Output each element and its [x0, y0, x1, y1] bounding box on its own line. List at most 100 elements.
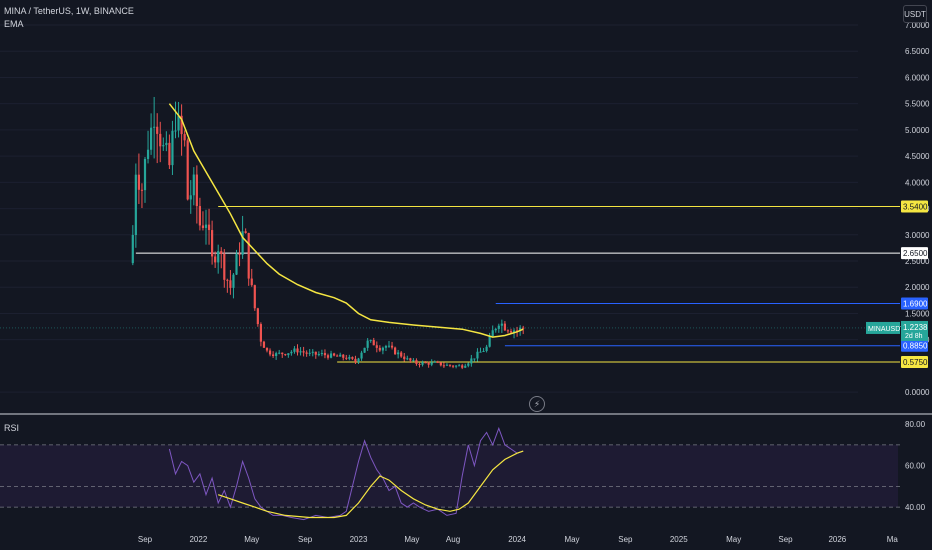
candle-body: [284, 354, 287, 356]
candle-body: [360, 352, 363, 359]
candle-body: [278, 352, 281, 354]
price-tick-label: 5.0000: [905, 126, 930, 135]
time-tick-label: Sep: [298, 535, 313, 544]
level-2650-tag: [901, 247, 928, 260]
rsi-band: [0, 444, 898, 508]
candle-body: [387, 345, 391, 347]
candle-body: [400, 352, 403, 357]
symbol-tag: [866, 321, 900, 334]
candle-body: [390, 345, 394, 348]
candle-body: [519, 327, 522, 331]
candle-body: [442, 365, 445, 367]
candle-body: [403, 356, 406, 360]
candle-body: [137, 174, 140, 190]
candle-body: [153, 126, 156, 128]
candle-body: [470, 358, 473, 364]
ema-indicator-label[interactable]: EMA: [4, 19, 24, 29]
price-tick-label: 4.0000: [905, 178, 930, 187]
candle-body: [439, 362, 442, 366]
currency-button[interactable]: USDT: [903, 5, 927, 23]
candle-body: [198, 206, 201, 226]
price-axis[interactable]: 0.00001.00001.50002.00002.50003.00003.50…: [866, 21, 930, 397]
candle-body: [290, 351, 293, 354]
candle-body: [186, 140, 189, 200]
candle-body: [394, 347, 397, 355]
lightning-icon[interactable]: ⚡: [529, 396, 545, 412]
candle-body: [201, 225, 205, 228]
candle-body: [467, 363, 470, 366]
candle-body: [455, 365, 458, 367]
current-price-label: 1.2238: [903, 323, 928, 332]
price-tick-label: 6.0000: [905, 73, 930, 82]
level-0885-label: 0.8850: [903, 342, 928, 351]
candle-body: [482, 350, 485, 352]
candle-body: [220, 251, 223, 254]
rsi-axis[interactable]: 40.00 60.00 80.00: [905, 420, 926, 512]
price-grid: [0, 24, 858, 393]
rsi-tick-label: 60.00: [905, 462, 926, 471]
candle-body: [247, 232, 250, 279]
rsi-indicator-label[interactable]: RSI: [4, 423, 20, 433]
candle-body: [192, 174, 195, 196]
candle-body: [369, 340, 372, 342]
candle-body: [299, 351, 302, 353]
candle-body: [427, 362, 430, 365]
candle-body: [305, 352, 308, 354]
candle-body: [378, 347, 381, 351]
candle-body: [473, 358, 476, 360]
candle-body: [207, 224, 211, 231]
time-tick-label: 2023: [350, 535, 368, 544]
candle-body: [348, 357, 351, 359]
candle-body: [512, 330, 516, 333]
candle-body: [238, 253, 241, 255]
candle-body: [244, 231, 247, 233]
candle-body: [183, 134, 186, 141]
symbol-label: MINAUSDT: [868, 326, 905, 333]
candle-body: [384, 346, 388, 348]
candle-body: [421, 362, 424, 365]
candles: [131, 96, 525, 370]
countdown-label: 2d 8h: [905, 333, 923, 340]
candle-body: [436, 361, 439, 363]
candle-body: [375, 345, 378, 348]
candle-body: [418, 363, 421, 365]
candle-body: [265, 347, 269, 351]
time-tick-label: 2024: [508, 535, 526, 544]
time-tick-label: 2022: [189, 535, 207, 544]
candle-body: [509, 331, 513, 333]
level-3540-label: 3.5400: [903, 202, 928, 211]
time-tick-label: May: [244, 535, 259, 544]
level-0575-label: 0.5750: [903, 358, 928, 367]
candle-body: [131, 235, 134, 264]
candle-body: [150, 127, 153, 150]
candle-body: [159, 133, 162, 147]
price-tick-label: 4.5000: [905, 152, 930, 161]
candle-body: [262, 341, 266, 348]
candle-body: [287, 353, 290, 356]
price-tick-label: 0.0000: [905, 388, 930, 397]
candle-body: [491, 330, 494, 337]
candle-body: [381, 347, 384, 351]
candle-body: [211, 230, 214, 257]
candle-body: [424, 362, 427, 364]
candle-body: [250, 278, 253, 286]
candle-body: [180, 115, 183, 135]
candle-body: [214, 256, 217, 263]
candle-body: [485, 346, 488, 351]
candle-body: [217, 251, 220, 263]
time-tick-label: May: [564, 535, 579, 544]
candle-body: [174, 130, 177, 132]
candle-body: [412, 360, 415, 362]
candle-body: [351, 357, 354, 359]
candle-body: [326, 355, 330, 358]
time-tick-label: May: [404, 535, 419, 544]
candle-body: [296, 348, 299, 353]
time-tick-label: 2025: [670, 535, 688, 544]
time-axis[interactable]: Sep 2022 May Sep 2023 May Aug 2024 May Sep 2025 May…: [138, 535, 898, 544]
candle-body: [476, 351, 479, 359]
candle-body: [317, 354, 320, 356]
candle-body: [464, 365, 467, 368]
price-tick-label: 3.0000: [905, 231, 930, 240]
candle-body: [177, 115, 180, 131]
